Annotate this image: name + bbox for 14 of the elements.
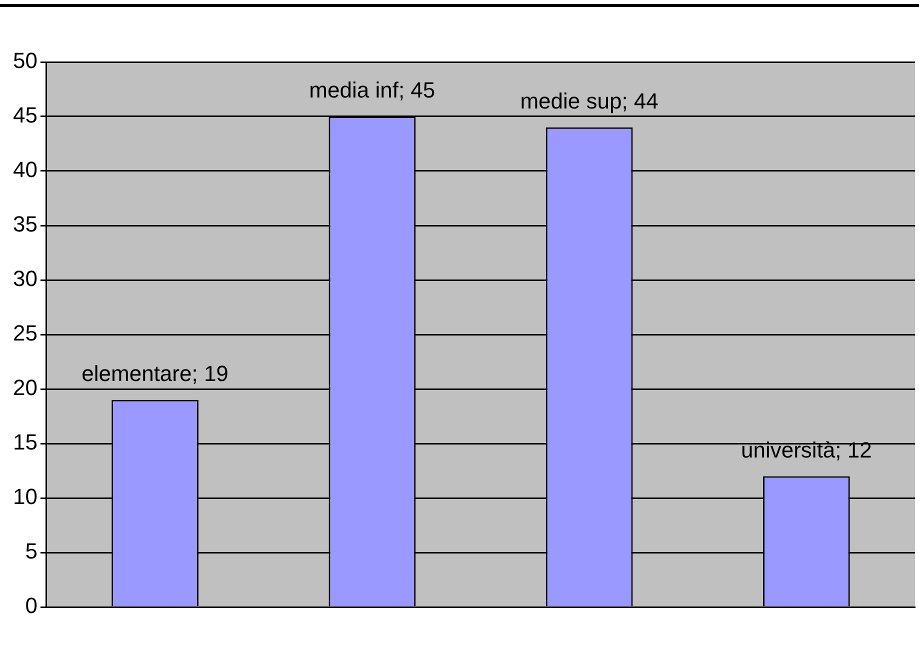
y-tick-label: 5 bbox=[25, 538, 38, 564]
y-tick-label: 50 bbox=[12, 48, 38, 74]
y-tick-label: 10 bbox=[12, 484, 38, 510]
y-tick-label: 30 bbox=[12, 266, 38, 292]
y-tick-label: 35 bbox=[12, 212, 38, 237]
y-tick-label: 40 bbox=[12, 157, 38, 182]
y-tick-label: 15 bbox=[12, 430, 38, 455]
y-tick-label: 20 bbox=[12, 375, 38, 400]
data-label: elementare; 19 bbox=[82, 360, 228, 386]
data-label: medie sup; 44 bbox=[520, 88, 658, 114]
y-tick-label: 0 bbox=[25, 593, 38, 618]
data-label: media inf; 45 bbox=[309, 78, 436, 103]
y-tick-label: 45 bbox=[12, 102, 38, 128]
y-tick-label: 25 bbox=[12, 320, 38, 346]
